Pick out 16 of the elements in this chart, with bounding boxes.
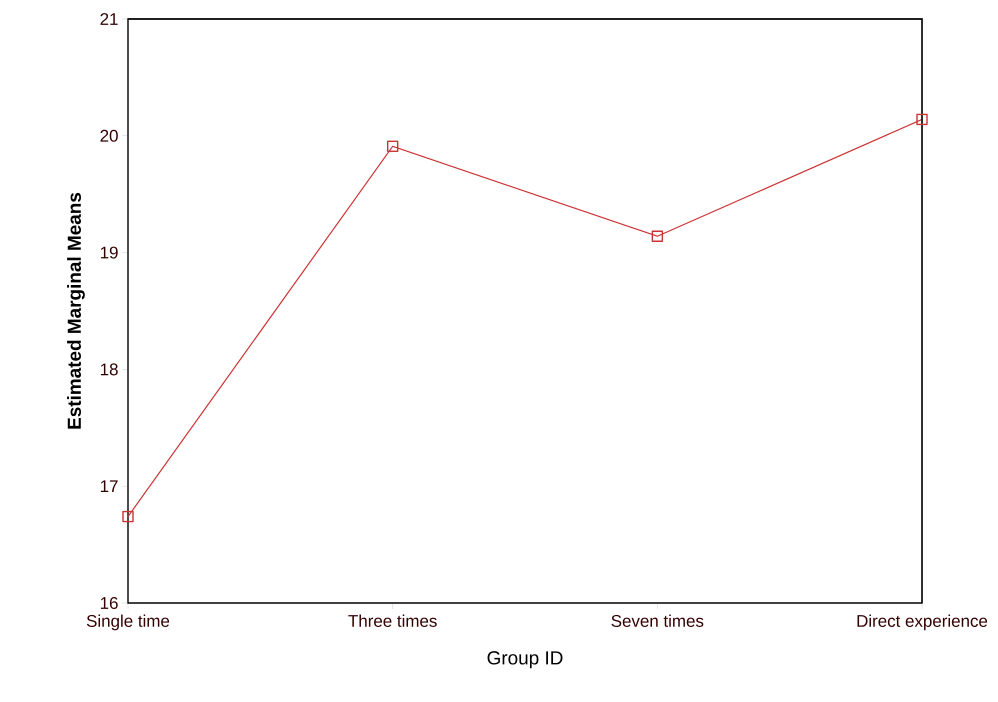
point <box>386 140 398 152</box>
point <box>916 114 928 126</box>
y-tick-label: 20 <box>100 130 118 142</box>
y-tick-label: 17 <box>100 480 118 492</box>
y-tick-label: 16 <box>100 597 118 609</box>
x-tick-label: Single time <box>86 614 170 630</box>
point <box>122 510 134 522</box>
x-tick-label: Three times <box>348 614 437 627</box>
y-tick-label: 19 <box>100 246 118 259</box>
y-tick-label: 21 <box>100 13 118 25</box>
x-axis-title: Group ID <box>488 651 562 668</box>
point <box>652 230 664 242</box>
y-axis-title: Estimated Marginal Means <box>67 192 85 429</box>
x-tick-label: Direct experience <box>858 614 988 630</box>
x-tick-label: Seven times <box>612 614 704 627</box>
y-tick-label: 18 <box>100 363 118 376</box>
